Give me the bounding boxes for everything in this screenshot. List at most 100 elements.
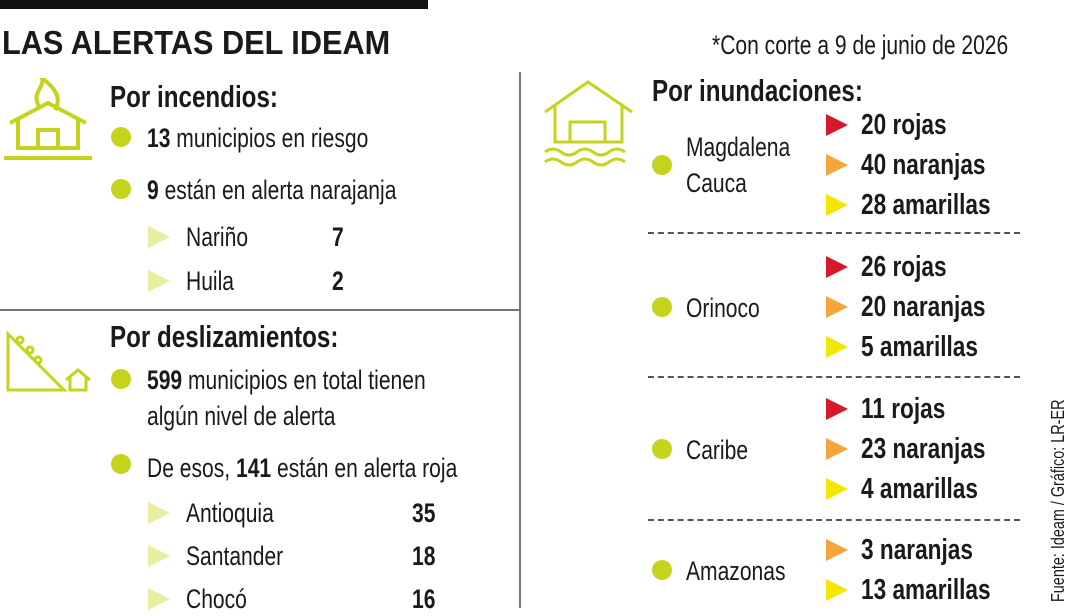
bullet bbox=[111, 179, 131, 199]
alert-value: 4 bbox=[861, 473, 874, 505]
bullet bbox=[111, 127, 131, 147]
item-number: 9 bbox=[147, 175, 159, 205]
bullet bbox=[111, 454, 131, 474]
divider bbox=[0, 309, 520, 311]
basin-name: Amazonas bbox=[686, 556, 786, 586]
section-title: Por deslizamientos: bbox=[110, 319, 339, 354]
bullet bbox=[652, 155, 672, 175]
item-label: están en alerta narajanja bbox=[164, 175, 397, 205]
alert-text: 26 rojas bbox=[861, 250, 947, 284]
alert-text: 20 naranjas bbox=[861, 290, 986, 324]
alert-marker bbox=[826, 438, 848, 460]
alert-label: rojas bbox=[892, 251, 947, 283]
alert-text: 3 naranjas bbox=[861, 533, 973, 567]
source: Fuente: Ideam / Gráfico: LR-ER bbox=[1048, 399, 1068, 602]
alert-text: 13 amarillas bbox=[861, 573, 991, 607]
alert-value: 20 bbox=[861, 291, 887, 323]
alert-label: rojas bbox=[892, 109, 947, 141]
alert-value: 26 bbox=[861, 251, 887, 283]
alert-value: 23 bbox=[861, 433, 887, 465]
alert-marker bbox=[826, 114, 848, 136]
bullet bbox=[652, 560, 672, 580]
alert-label: amarillas bbox=[879, 331, 978, 363]
alert-text: 20 rojas bbox=[861, 108, 947, 142]
region-marker bbox=[148, 270, 170, 292]
note: *Con corte a 9 de junio de 2026 bbox=[712, 30, 1009, 60]
alert-text: 11 rojas bbox=[861, 392, 945, 426]
region-value: 2 bbox=[332, 266, 344, 296]
alert-value: 3 bbox=[861, 534, 874, 566]
region-value: 18 bbox=[412, 541, 436, 571]
alert-label: naranjas bbox=[892, 291, 986, 323]
alert-marker bbox=[826, 194, 848, 216]
alert-marker bbox=[826, 579, 848, 601]
alert-label: rojas bbox=[891, 393, 946, 425]
separator bbox=[648, 519, 1020, 521]
alert-label: naranjas bbox=[892, 149, 986, 181]
region-marker bbox=[148, 502, 170, 524]
flood-icon bbox=[544, 80, 633, 167]
region-value: 35 bbox=[412, 498, 436, 528]
alert-value: 20 bbox=[861, 109, 887, 141]
section-title: Por inundaciones: bbox=[652, 73, 863, 108]
item-text: De esos, 141 están en alerta roja bbox=[147, 450, 506, 486]
alert-text: 23 naranjas bbox=[861, 432, 986, 466]
region-marker bbox=[148, 588, 170, 610]
region-marker bbox=[148, 226, 170, 248]
basin-name: Caribe bbox=[686, 435, 749, 465]
bullet bbox=[111, 369, 131, 389]
alert-marker bbox=[826, 256, 848, 278]
region-value: 7 bbox=[332, 222, 344, 252]
alert-label: amarillas bbox=[892, 574, 991, 606]
region-name: Antioquia bbox=[186, 498, 274, 528]
region-name: Chocó bbox=[186, 584, 247, 614]
item-label: municipios en riesgo bbox=[176, 123, 369, 153]
alert-value: 28 bbox=[861, 189, 887, 221]
separator bbox=[648, 232, 1020, 234]
item-text: 13 municipios en riesgo bbox=[147, 120, 475, 156]
region-name: Huila bbox=[186, 266, 234, 296]
item-label: están en alerta roja bbox=[276, 453, 458, 483]
alert-label: amarillas bbox=[879, 473, 978, 505]
alert-marker bbox=[826, 398, 848, 420]
alert-marker bbox=[826, 539, 848, 561]
item-text: 9 están en alerta narajanja bbox=[147, 172, 475, 208]
basin-name: Magdalena Cauca bbox=[686, 132, 791, 198]
alert-label: naranjas bbox=[879, 534, 973, 566]
item-prefix: De esos, bbox=[147, 453, 231, 483]
alert-marker bbox=[826, 296, 848, 318]
bullet bbox=[652, 297, 672, 317]
item-label: municipios en total tienen algún nivel d… bbox=[147, 365, 426, 431]
alert-marker bbox=[826, 154, 848, 176]
alert-text: 28 amarillas bbox=[861, 188, 991, 222]
alert-label: naranjas bbox=[892, 433, 986, 465]
item-number: 141 bbox=[235, 453, 272, 483]
divider bbox=[519, 72, 521, 608]
alert-label: amarillas bbox=[892, 189, 991, 221]
bullet bbox=[652, 439, 672, 459]
fire-icon bbox=[4, 78, 92, 160]
item-text: 599 municipios en total tienen algún niv… bbox=[147, 362, 475, 434]
separator bbox=[648, 376, 1020, 378]
title: LAS ALERTAS DEL IDEAM bbox=[2, 24, 391, 61]
region-marker bbox=[148, 545, 170, 567]
region-value: 16 bbox=[412, 584, 436, 614]
region-name: Santander bbox=[186, 541, 284, 571]
alert-marker bbox=[826, 478, 848, 500]
alert-value: 11 bbox=[861, 393, 885, 425]
alert-value: 13 bbox=[861, 574, 887, 606]
alert-value: 5 bbox=[861, 331, 874, 363]
top-bar bbox=[0, 0, 428, 9]
alert-value: 40 bbox=[861, 149, 887, 181]
section-title: Por incendios: bbox=[110, 79, 278, 114]
basin-name: Orinoco bbox=[686, 293, 760, 323]
landslide-icon bbox=[6, 330, 91, 392]
region-name: Nariño bbox=[186, 222, 249, 252]
alert-marker bbox=[826, 336, 848, 358]
alert-text: 40 naranjas bbox=[861, 148, 986, 182]
item-number: 13 bbox=[147, 123, 171, 153]
alert-text: 4 amarillas bbox=[861, 472, 978, 506]
item-number: 599 bbox=[147, 365, 183, 395]
alert-text: 5 amarillas bbox=[861, 330, 978, 364]
